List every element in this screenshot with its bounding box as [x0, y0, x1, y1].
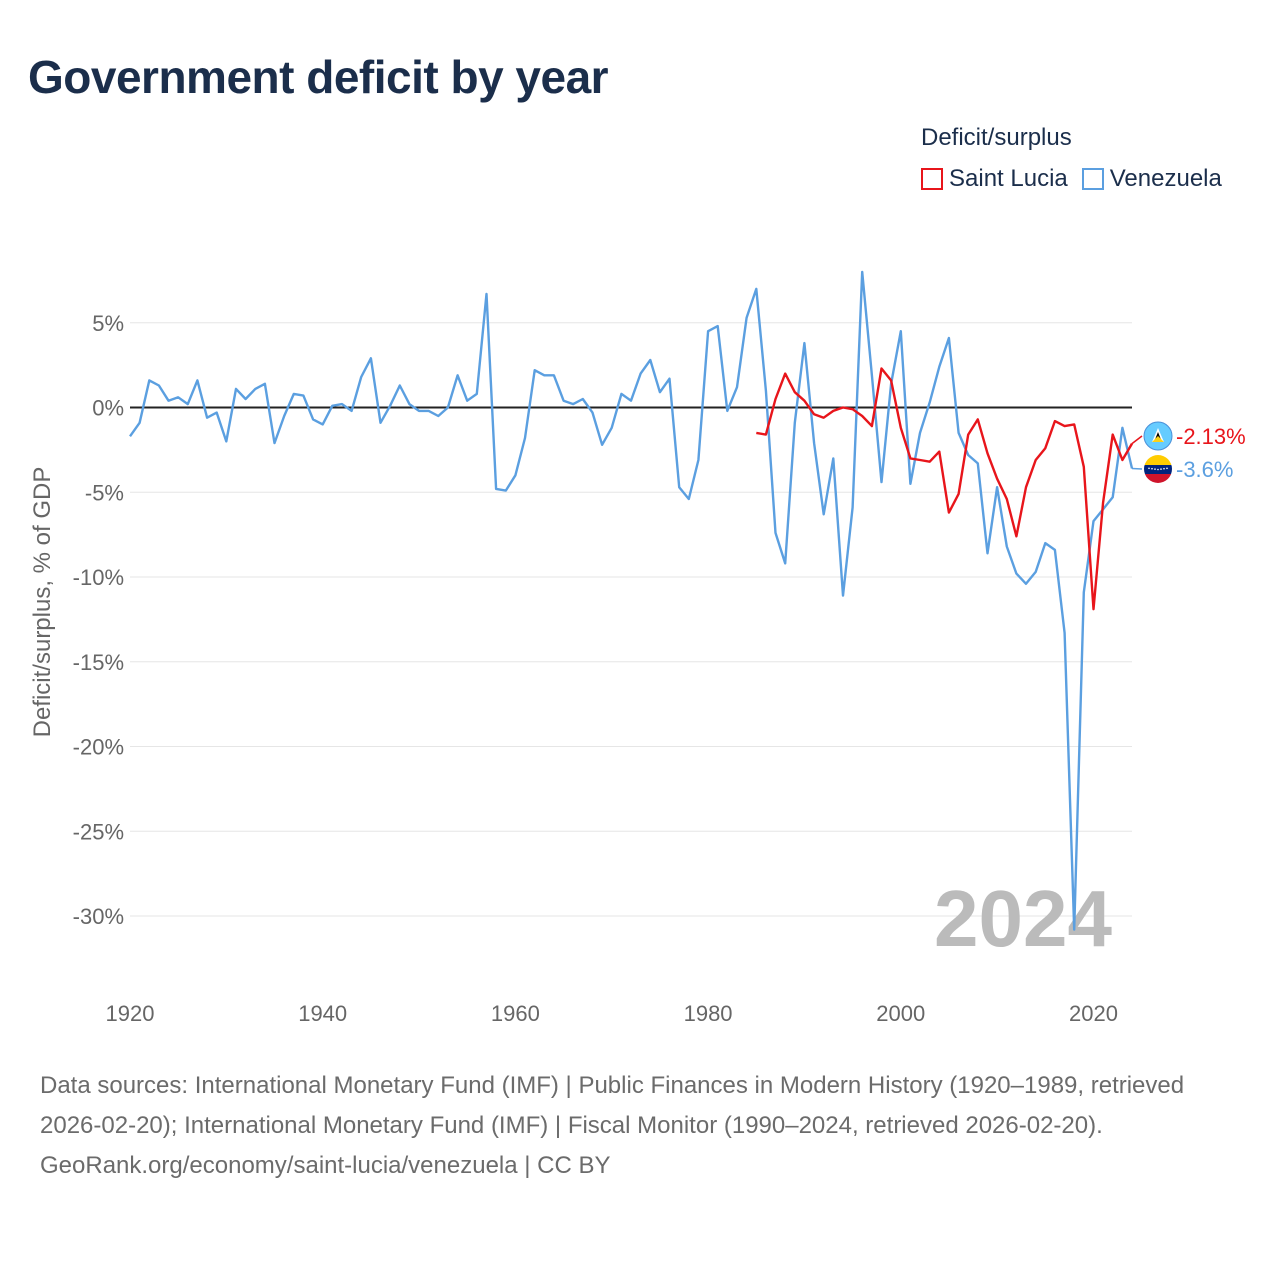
legend-title: Deficit/surplus [921, 124, 1072, 151]
y-tick-label: -5% [85, 480, 124, 505]
x-tick-label: 2020 [1069, 1001, 1118, 1026]
grid-lines [130, 322, 1132, 917]
legend-item-saint-lucia[interactable]: Saint Lucia [921, 165, 1068, 193]
line-chart: 5% 0% -5% -10% -15% -20% -25% -30% 1920 1940 1960… [29, 270, 1246, 1026]
x-tick-label: 1980 [684, 1001, 733, 1026]
legend: Saint Lucia Venezuela [921, 165, 1236, 193]
y-tick-label: -15% [73, 650, 124, 675]
y-axis-ticks: 5% 0% -5% -10% -15% -20% -25% -30% [73, 311, 124, 929]
x-tick-label: 1920 [106, 1001, 155, 1026]
end-value-label-venezuela: -3.6% [1176, 457, 1233, 482]
footer: Data sources: International Monetary Fun… [40, 1066, 1240, 1186]
legend-item-venezuela[interactable]: Venezuela [1081, 165, 1222, 193]
series-lines [129, 270, 1134, 931]
x-tick-label: 2000 [876, 1001, 925, 1026]
chart-title: Government deficit by year [28, 51, 609, 103]
legend-swatch-saint-lucia [921, 168, 943, 190]
year-watermark: 2024 [934, 874, 1112, 963]
legend-label-venezuela: Venezuela [1109, 165, 1222, 192]
y-axis-label: Deficit/surplus, % of GDP [29, 467, 56, 738]
y-tick-label: -10% [73, 565, 124, 590]
x-axis-ticks: 1920 1940 1960 1980 2000 2020 [106, 1001, 1118, 1026]
end-markers: -2.13% -3.6% [1131, 421, 1246, 483]
x-tick-label: 1940 [298, 1001, 347, 1026]
y-tick-label: 5% [92, 311, 124, 336]
legend-label-saint-lucia: Saint Lucia [949, 165, 1068, 192]
flag-badge-venezuela [1144, 455, 1172, 483]
y-tick-label: -25% [73, 819, 124, 844]
data-sources: Data sources: International Monetary Fun… [40, 1072, 1185, 1139]
end-value-label-saint-lucia: -2.13% [1176, 424, 1246, 449]
y-tick-label: -20% [73, 735, 124, 760]
legend-swatch-venezuela [1081, 168, 1104, 190]
flag-badge-saint-lucia [1143, 421, 1173, 451]
y-tick-label: 0% [92, 396, 124, 421]
end-connector-saint-lucia [1131, 435, 1143, 445]
y-tick-label: -30% [73, 904, 124, 929]
x-tick-label: 1960 [491, 1001, 540, 1026]
series-line-saint-lucia[interactable] [756, 367, 1134, 611]
attribution-link[interactable]: GeoRank.org/economy/saint-lucia/venezuel… [40, 1152, 611, 1179]
